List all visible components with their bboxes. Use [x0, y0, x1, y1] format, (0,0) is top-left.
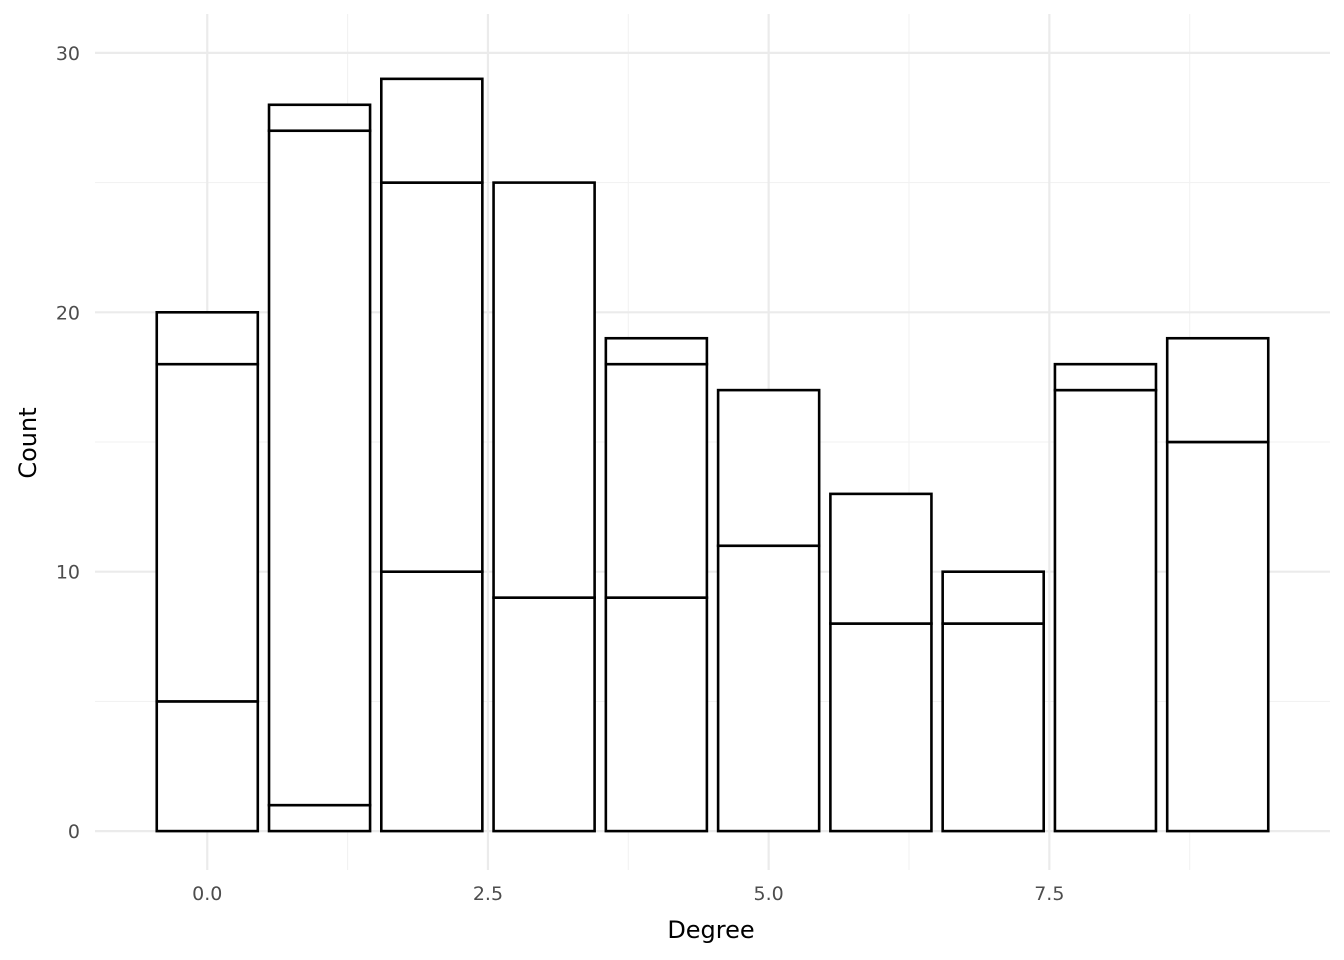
bar-segment	[1053, 388, 1158, 833]
bar-segment	[716, 388, 821, 548]
bar-stack	[1053, 362, 1158, 833]
bar-segment	[604, 362, 709, 599]
x-tick-label: 7.5	[1034, 883, 1064, 905]
bar-segment	[492, 596, 596, 833]
y-tick-label: 0	[68, 821, 80, 843]
bar-stack	[1165, 336, 1270, 833]
bar-segment	[604, 596, 709, 833]
x-tick-label: 2.5	[473, 883, 503, 905]
bar-segment	[267, 103, 372, 133]
bar-stack	[379, 77, 484, 833]
bar-segment	[155, 700, 260, 833]
x-axis-title: Degree	[667, 916, 754, 944]
bar-segment	[155, 311, 260, 366]
y-tick-label: 30	[56, 43, 80, 65]
bar-segment	[1053, 362, 1158, 392]
bar-segment	[379, 181, 484, 573]
bar-stack	[267, 103, 372, 833]
bar-stack	[829, 492, 933, 833]
bar-stack	[492, 181, 596, 833]
x-tick-label: 0.0	[192, 883, 222, 905]
bar-stack	[941, 570, 1046, 833]
bar-segment	[829, 622, 933, 833]
y-tick-label: 10	[56, 562, 80, 584]
bar-segment	[379, 570, 484, 833]
x-axis-tick-labels: 0.0 2.5 5.0 7.5	[192, 883, 1064, 905]
y-axis-title: Count	[14, 407, 42, 478]
x-tick-label: 5.0	[754, 883, 784, 905]
bar-segment	[492, 181, 596, 599]
bar-segment	[1165, 336, 1270, 444]
bars	[155, 77, 1270, 833]
bar-segment	[716, 544, 821, 833]
bar-segment	[155, 362, 260, 703]
bar-segment	[941, 622, 1046, 833]
bar-segment	[829, 492, 933, 625]
bar-stack	[716, 388, 821, 833]
bar-segment	[941, 570, 1046, 625]
bar-stack	[604, 336, 709, 833]
y-tick-label: 20	[56, 302, 80, 324]
y-axis-tick-labels: 0 10 20 30	[56, 43, 80, 843]
bar-segment	[267, 803, 372, 833]
bar-stack	[155, 311, 260, 833]
bar-segment	[267, 129, 372, 807]
bar-segment	[1165, 440, 1270, 833]
bar-segment	[379, 77, 484, 184]
bar-segment	[604, 336, 709, 366]
